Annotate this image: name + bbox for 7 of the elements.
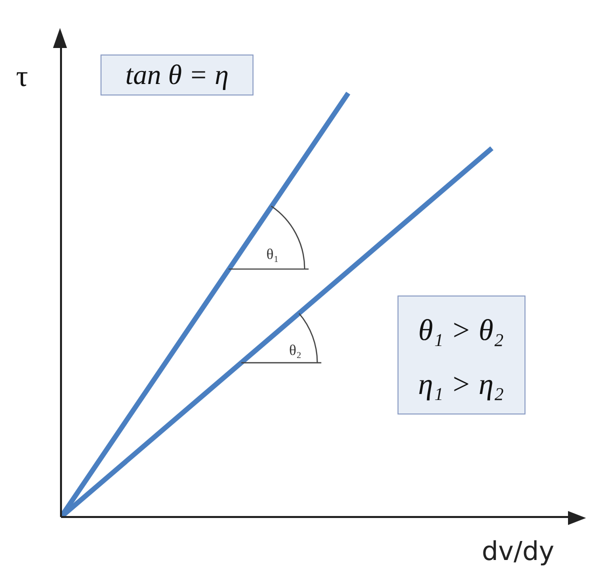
x-axis-title: dv/dy xyxy=(482,537,554,567)
annotation: θ₂ xyxy=(289,342,302,359)
annotation: η₁ > η₂ xyxy=(418,368,504,401)
annotation: θ₁ xyxy=(266,247,279,264)
y-axis-title: τ xyxy=(16,60,28,93)
text: tan θ = η xyxy=(125,60,229,91)
annotation: θ₁ > θ₂ xyxy=(418,314,504,347)
